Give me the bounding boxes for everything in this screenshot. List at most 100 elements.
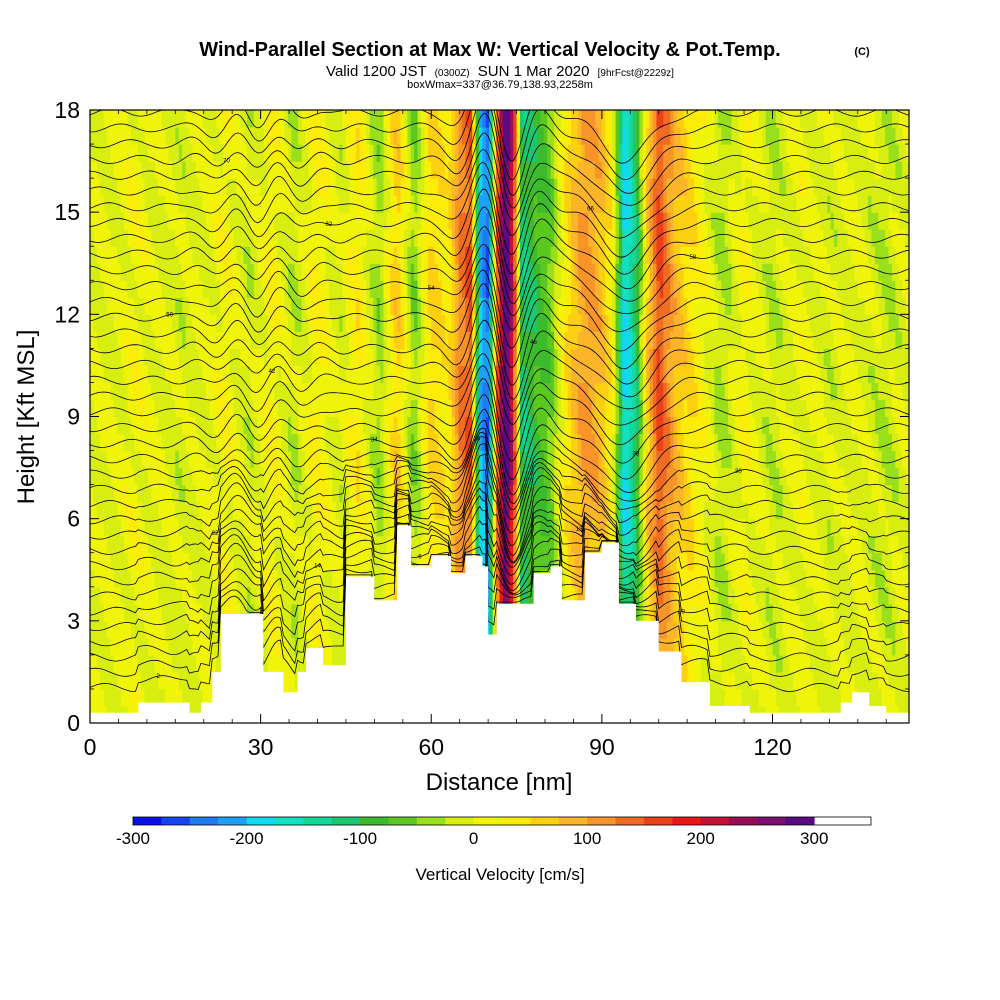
velocity-cell	[393, 263, 398, 281]
velocity-cell	[407, 348, 412, 367]
velocity-cell	[444, 484, 449, 503]
velocity-cell	[270, 280, 275, 298]
velocity-cell	[141, 382, 146, 401]
velocity-cell	[369, 212, 374, 230]
velocity-cell	[165, 586, 170, 605]
velocity-cell	[229, 127, 234, 145]
velocity-cell	[148, 382, 153, 401]
velocity-cell	[325, 467, 330, 486]
velocity-cell	[236, 297, 241, 315]
velocity-cell	[206, 467, 211, 486]
velocity-cell	[519, 450, 524, 469]
velocity-cell	[165, 467, 170, 486]
velocity-cell	[185, 161, 190, 179]
velocity-cell	[339, 620, 344, 639]
velocity-cell	[120, 212, 125, 230]
velocity-cell	[209, 416, 214, 435]
velocity-cell	[284, 314, 289, 332]
velocity-cell	[188, 246, 193, 264]
velocity-cell	[233, 433, 238, 452]
velocity-cell	[243, 603, 248, 622]
velocity-cell	[130, 586, 135, 605]
velocity-cell	[206, 382, 211, 401]
velocity-cell	[540, 212, 545, 230]
velocity-cell	[386, 450, 391, 469]
velocity-cell	[537, 263, 542, 281]
velocity-cell	[345, 297, 350, 315]
velocity-cell	[369, 450, 374, 469]
velocity-cell	[345, 518, 350, 537]
velocity-cell	[110, 586, 115, 605]
velocity-cell	[472, 501, 477, 520]
velocity-cell	[414, 382, 419, 401]
velocity-cell	[298, 586, 303, 605]
velocity-cell	[458, 433, 463, 452]
velocity-cell	[560, 484, 565, 503]
velocity-cell	[537, 127, 542, 145]
velocity-cell	[171, 518, 176, 537]
velocity-cell	[158, 501, 163, 520]
velocity-cell	[557, 348, 562, 367]
velocity-cell	[441, 229, 446, 247]
velocity-cell	[107, 637, 112, 656]
velocity-cell	[315, 586, 320, 605]
velocity-cell	[168, 212, 173, 230]
velocity-cell	[335, 433, 340, 452]
velocity-cell	[393, 212, 398, 230]
velocity-cell	[438, 314, 443, 332]
velocity-cell	[154, 263, 159, 281]
velocity-cell	[284, 416, 289, 435]
velocity-cell	[144, 348, 149, 367]
velocity-cell	[451, 297, 456, 315]
velocity-cell	[274, 399, 279, 418]
velocity-cell	[308, 484, 313, 503]
velocity-cell	[345, 314, 350, 332]
velocity-cell	[492, 450, 497, 469]
velocity-cell	[519, 161, 524, 179]
velocity-cell	[530, 246, 535, 264]
velocity-cell	[178, 637, 183, 656]
velocity-cell	[506, 552, 511, 571]
velocity-cell	[530, 348, 535, 367]
velocity-cell	[376, 535, 381, 554]
velocity-cell	[130, 671, 135, 690]
velocity-cell	[516, 263, 521, 281]
velocity-cell	[107, 433, 112, 452]
velocity-cell	[264, 382, 269, 401]
velocity-cell	[284, 518, 289, 537]
velocity-cell	[339, 365, 344, 384]
velocity-cell	[260, 110, 265, 128]
velocity-cell	[144, 212, 149, 230]
velocity-cell	[175, 229, 180, 247]
velocity-cell	[499, 161, 504, 179]
velocity-cell	[557, 297, 562, 315]
velocity-cell	[236, 467, 241, 486]
velocity-cell	[468, 246, 473, 264]
velocity-cell	[540, 297, 545, 315]
velocity-cell	[369, 314, 374, 332]
velocity-cell	[134, 365, 139, 384]
velocity-cell	[267, 246, 272, 264]
velocity-cell	[93, 280, 98, 298]
velocity-cell	[342, 110, 347, 128]
velocity-cell	[369, 348, 374, 367]
velocity-cell	[345, 263, 350, 281]
velocity-cell	[410, 297, 415, 315]
velocity-cell	[502, 518, 507, 537]
velocity-cell	[363, 518, 368, 537]
velocity-cell	[226, 161, 231, 179]
velocity-cell	[182, 314, 187, 332]
velocity-cell	[175, 654, 180, 673]
velocity-cell	[233, 416, 238, 435]
velocity-cell	[530, 297, 535, 315]
velocity-cell	[182, 552, 187, 571]
velocity-cell	[250, 586, 255, 605]
velocity-cell	[202, 161, 207, 179]
velocity-cell	[318, 382, 323, 401]
velocity-cell	[240, 144, 245, 162]
velocity-cell	[431, 263, 436, 281]
velocity-cell	[117, 416, 122, 435]
velocity-cell	[393, 110, 398, 128]
velocity-cell	[438, 518, 443, 537]
velocity-cell	[311, 569, 316, 588]
